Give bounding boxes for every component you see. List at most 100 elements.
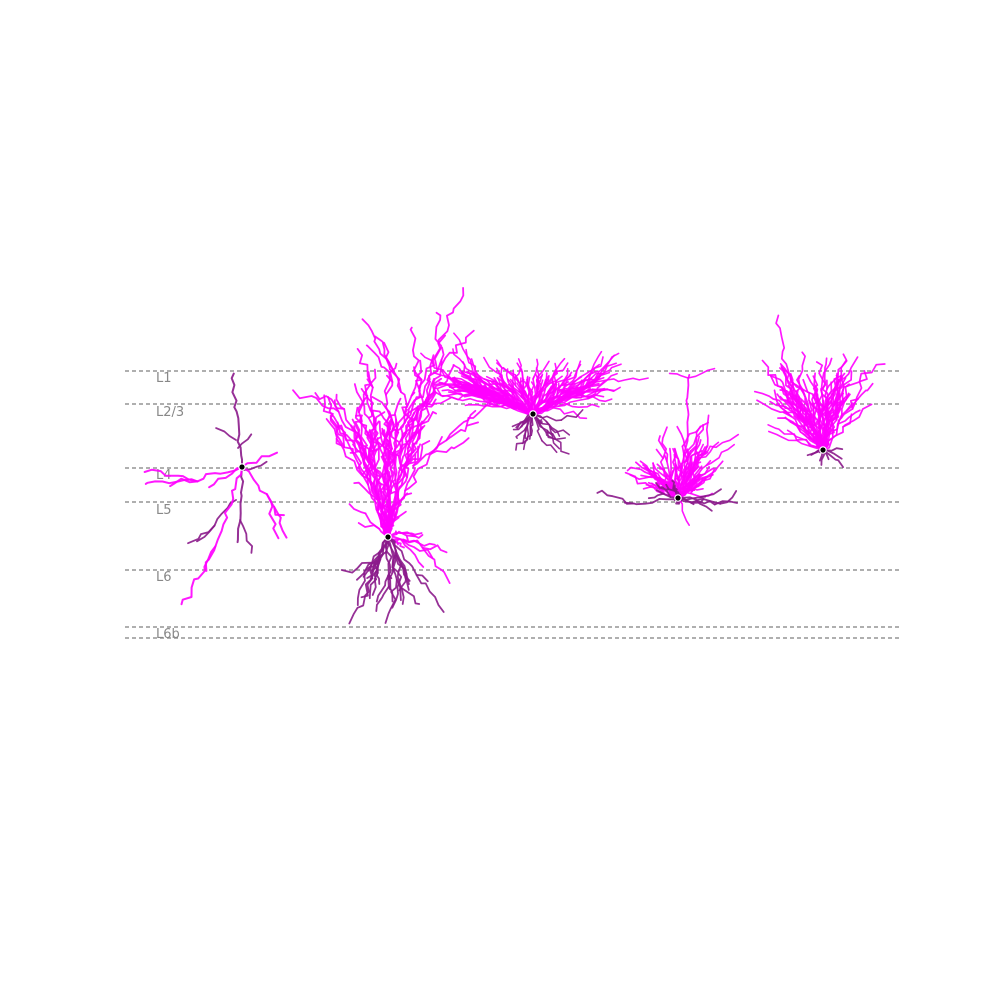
dendrite-branch (375, 573, 390, 603)
dendrite-branch (677, 497, 690, 526)
dendrite-branch (394, 549, 408, 576)
dendrite-branch (699, 488, 722, 499)
dendrite-branch (438, 381, 489, 400)
dendrite-branch (399, 407, 419, 442)
dendrite-branch (590, 377, 649, 384)
dendrite-branch (587, 372, 618, 400)
neuron-3 (420, 332, 649, 455)
dendrite-branch (677, 446, 706, 499)
dendrite-branch (690, 445, 708, 471)
dendrite-branch (676, 425, 689, 456)
dendrite-branch (383, 362, 398, 396)
dendrite-branch (532, 413, 563, 422)
dendrite-branch (836, 409, 861, 425)
dendrite-branch (366, 378, 378, 451)
dendrite-branch (357, 522, 381, 530)
dendrite-branch (547, 379, 555, 396)
dendrite-branch (775, 314, 790, 381)
dendrite-branch (689, 424, 705, 452)
dendrite-branch (410, 359, 423, 397)
soma-marker (529, 410, 537, 418)
soma-marker (384, 533, 392, 541)
dendrite-branch (236, 466, 245, 544)
dendrite-branch (815, 361, 830, 409)
neuron-2 (292, 287, 496, 625)
dendrite-branch (474, 388, 506, 397)
dendrite-branch (671, 479, 677, 493)
dendrite-branch (385, 536, 392, 591)
dendrite-branch (361, 318, 394, 371)
dendrite-branch (697, 468, 716, 488)
dendrite-branch (557, 402, 600, 408)
dendrite-branch (537, 372, 548, 397)
dendrite-branch (552, 407, 588, 420)
dendrite-branch (400, 586, 421, 605)
dendrite-branch (436, 388, 499, 407)
dendrite-branch (684, 444, 698, 472)
dendrite-branch (776, 393, 802, 411)
dendrite-branch (581, 356, 604, 383)
dendrite-branch (360, 416, 370, 464)
dendrite-branch (441, 371, 488, 393)
dendrite-branch (537, 373, 544, 392)
dendrite-branch (388, 555, 397, 581)
dendrite-branch (695, 467, 714, 481)
dendrite-branch (208, 466, 243, 489)
dendrite-branch (522, 434, 533, 451)
dendrite-branch (410, 400, 427, 439)
dendrite-branch (822, 449, 844, 468)
dendrite-branch (570, 395, 613, 403)
dendrite-branch (340, 561, 373, 574)
soma-marker (238, 463, 246, 471)
dendrite-branch (455, 383, 491, 396)
dendrite-branch (180, 545, 217, 606)
dendrite-branch (822, 383, 850, 451)
dendrite-branch (719, 490, 738, 505)
dendrite-branch (560, 409, 584, 421)
dendrite-branch (825, 377, 847, 408)
dendrite-branch (237, 433, 253, 449)
dendrite-branch (657, 435, 669, 463)
layer-label-l6b: L6b (156, 627, 180, 642)
dendrite-branch (659, 479, 672, 490)
dendrite-branch (487, 389, 534, 415)
dendrite-branch (196, 499, 237, 543)
layer-label-l2-3: L2/3 (156, 405, 184, 420)
dendrite-branch (387, 489, 400, 538)
layer-label-l6: L6 (156, 570, 172, 585)
dendrite-branch (394, 492, 409, 519)
dendrite-branch (373, 498, 389, 538)
dendrite-branch (812, 401, 821, 428)
dendrite-branch (845, 382, 874, 412)
dendrite-branch (515, 434, 525, 451)
dendrite-branch (348, 577, 374, 625)
dendrite-branch (400, 538, 425, 568)
dendrite-branch (241, 466, 285, 517)
dendrite-branch (511, 369, 515, 390)
dendrite-branch (488, 386, 516, 394)
dendrite-branch (329, 414, 373, 487)
dendrite-branch (535, 367, 541, 385)
dendrite-branch (825, 370, 853, 424)
dendrite-branch (239, 519, 253, 554)
dendrite-branch (793, 415, 824, 451)
dendrite-branch (368, 566, 379, 600)
dendrite-branch (407, 378, 435, 450)
layer-label-l1: L1 (156, 371, 172, 386)
dendrite-branch (532, 358, 539, 380)
dendrite-branch (354, 371, 372, 441)
dendrite-branch (687, 451, 709, 475)
dendrite-branch (470, 388, 502, 402)
dendrite-branch (412, 421, 479, 467)
dendrite-branch (365, 344, 394, 383)
dendrite-branch (395, 530, 407, 537)
dendrite-branch (384, 414, 396, 439)
dendrite-branch (452, 348, 481, 394)
dendrite-branch (356, 572, 366, 607)
neuron-5 (753, 314, 886, 468)
dendrite-branch (292, 389, 340, 413)
dendrite-branch (767, 424, 824, 451)
dendrite-branch (243, 460, 268, 471)
dendrite-branch (529, 413, 534, 436)
